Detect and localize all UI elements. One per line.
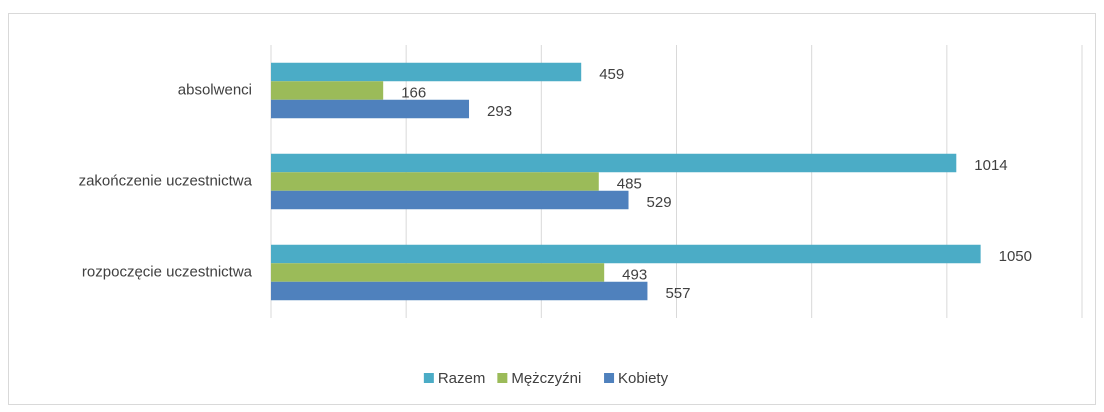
category-label: zakończenie uczestnictwa	[79, 172, 253, 189]
data-label: 1014	[974, 157, 1007, 174]
category-label: absolwenci	[178, 81, 252, 98]
bar	[271, 281, 648, 301]
legend-swatch	[497, 373, 508, 383]
data-label: 529	[647, 194, 672, 211]
bar	[271, 99, 470, 119]
data-label: 485	[617, 175, 642, 192]
data-label: 459	[599, 66, 624, 83]
bar	[271, 172, 599, 191]
bar	[271, 244, 981, 264]
bar	[271, 62, 582, 82]
legend-label: Kobiety	[618, 370, 669, 387]
legend-swatch	[423, 373, 434, 383]
data-label: 1050	[999, 248, 1032, 265]
data-label: 293	[487, 103, 512, 120]
data-label: 493	[622, 266, 647, 283]
bar	[271, 190, 629, 210]
bar	[271, 153, 957, 173]
bar	[271, 81, 384, 100]
bar	[271, 263, 605, 282]
data-label: 557	[665, 285, 690, 302]
data-label: 166	[401, 84, 426, 101]
legend-swatch	[604, 373, 615, 383]
category-label: rozpoczęcie uczestnictwa	[82, 263, 253, 280]
legend-label: Mężczyźni	[511, 370, 581, 387]
legend-label: Razem	[438, 370, 486, 387]
